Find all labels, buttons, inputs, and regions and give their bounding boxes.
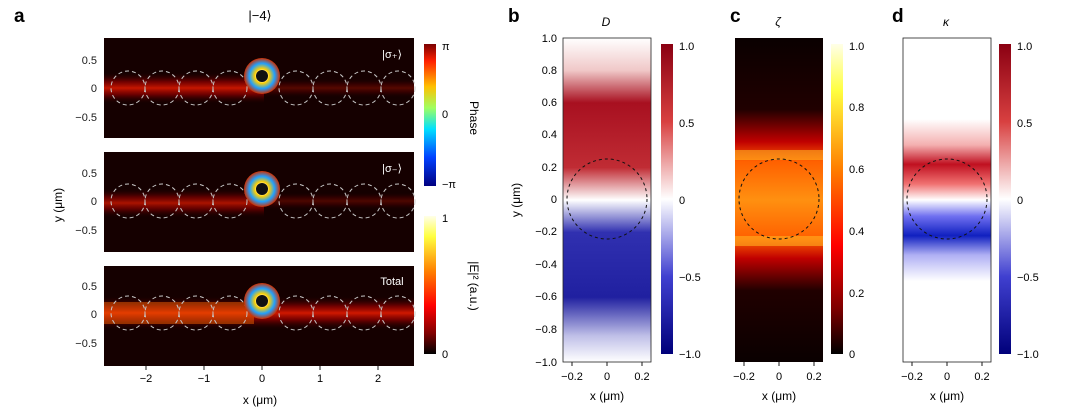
xtick-b-2: 0	[604, 371, 610, 383]
panel-d-dashed-circle	[906, 158, 988, 240]
xtick-c-3: 0.2	[806, 371, 821, 383]
cbar-b-tick-2: 0.5	[679, 118, 694, 130]
phase-tick-pi: π	[442, 41, 450, 53]
ytick-b-6: 0	[551, 194, 557, 206]
panel-label-b: b	[508, 6, 520, 27]
intensity-tick-1: 1	[442, 213, 448, 225]
panel-a-sub1: |σ₊⟩	[104, 38, 416, 138]
panel-b-dashed-circle	[566, 158, 648, 240]
ytick-a1-3: −0.5	[75, 112, 97, 124]
cbar-c-tick-2: 0.8	[849, 102, 864, 114]
intensity-colorbar	[424, 216, 436, 354]
panel-a-xlabel: x (μm)	[243, 393, 277, 407]
panel-d-map	[903, 38, 991, 362]
ytick-b-5: 0.2	[542, 162, 557, 174]
cbar-c-tick-4: 0.4	[849, 226, 864, 238]
ytick-b-1: 1.0	[542, 33, 557, 45]
ytick-b-9: −0.6	[535, 291, 557, 303]
cbar-c-tick-1: 1.0	[849, 41, 864, 53]
xtick-d-1: −0.2	[901, 371, 923, 383]
panel-a-sub3: Total	[104, 266, 416, 366]
phase-colorbar-label: Phase	[467, 101, 481, 135]
ytick-b-3: 0.6	[542, 97, 557, 109]
cbar-d-tick-5: −1.0	[1017, 349, 1039, 361]
subpanel-label-sigma-minus: |σ₋⟩	[382, 163, 402, 175]
xtick-c-2: 0	[776, 371, 782, 383]
xtick-d-2: 0	[944, 371, 950, 383]
xtick-b-3: 0.2	[634, 371, 649, 383]
xtick-a-1: −2	[140, 373, 153, 385]
cbar-b-tick-4: −0.5	[679, 272, 701, 284]
subpanel-label-total: Total	[380, 276, 403, 288]
panel-label-a: a	[14, 6, 25, 27]
ytick-b-10: −0.8	[535, 324, 557, 336]
panel-c-title: ζ	[775, 15, 782, 29]
panel-c-dashed-circle	[738, 158, 820, 240]
panel-a-title: |−4⟩	[248, 8, 271, 23]
panel-b-title: D	[602, 15, 611, 29]
panel-a-ylabel: y (μm)	[51, 188, 65, 222]
cbar-b-tick-5: −1.0	[679, 349, 701, 361]
panel-b-xlabel: x (μm)	[590, 389, 624, 403]
ytick-a3-3: −0.5	[75, 338, 97, 350]
ytick-a1-1: 0.5	[82, 55, 97, 67]
xtick-c-1: −0.2	[733, 371, 755, 383]
panel-b-ylabel: y (μm)	[509, 183, 523, 217]
cbar-b-tick-3: 0	[679, 195, 685, 207]
xtick-a-2: −1	[198, 373, 211, 385]
xtick-d-3: 0.2	[974, 371, 989, 383]
intensity-tick-0: 0	[442, 349, 448, 361]
phase-tick-minus-pi: −π	[442, 179, 456, 191]
cbar-d-tick-1: 1.0	[1017, 41, 1032, 53]
phase-colorbar	[424, 44, 436, 186]
ytick-b-7: −0.2	[535, 226, 557, 238]
xtick-a-4: 1	[317, 373, 323, 385]
ytick-a1-2: 0	[91, 83, 97, 95]
ytick-b-8: −0.4	[535, 259, 557, 271]
cbar-b-tick-1: 1.0	[679, 41, 694, 53]
ytick-a3-2: 0	[91, 309, 97, 321]
panel-d-colorbar	[999, 44, 1011, 354]
panel-d-title: κ	[943, 15, 950, 29]
cbar-c-tick-6: 0	[849, 349, 855, 361]
ytick-a3-1: 0.5	[82, 281, 97, 293]
ytick-b-4: 0.4	[542, 129, 557, 141]
phase-tick-0: 0	[442, 109, 448, 121]
subpanel-label-sigma-plus: |σ₊⟩	[382, 49, 402, 61]
cbar-d-tick-4: −0.5	[1017, 272, 1039, 284]
ytick-a2-2: 0	[91, 196, 97, 208]
panel-a-sub2: |σ₋⟩	[104, 152, 416, 252]
xtick-a-3: 0	[259, 373, 265, 385]
panel-c-xlabel: x (μm)	[762, 389, 796, 403]
cbar-d-tick-3: 0	[1017, 195, 1023, 207]
panel-c-map	[735, 38, 823, 362]
xtick-b-1: −0.2	[561, 371, 583, 383]
panel-b-map	[563, 38, 651, 362]
ytick-b-2: 0.8	[542, 65, 557, 77]
xtick-a-5: 2	[375, 373, 381, 385]
intensity-colorbar-label: |E|² (a.u.)	[467, 261, 481, 311]
panel-c-colorbar	[831, 44, 843, 354]
ytick-a2-3: −0.5	[75, 225, 97, 237]
ytick-a2-1: 0.5	[82, 168, 97, 180]
cbar-d-tick-2: 0.5	[1017, 118, 1032, 130]
ytick-b-11: −1.0	[535, 357, 557, 369]
panel-label-c: c	[730, 6, 741, 27]
panel-d-xlabel: x (μm)	[930, 389, 964, 403]
panel-label-d: d	[892, 6, 904, 27]
cbar-c-tick-5: 0.2	[849, 288, 864, 300]
panel-b-colorbar	[661, 44, 673, 354]
cbar-c-tick-3: 0.6	[849, 164, 864, 176]
